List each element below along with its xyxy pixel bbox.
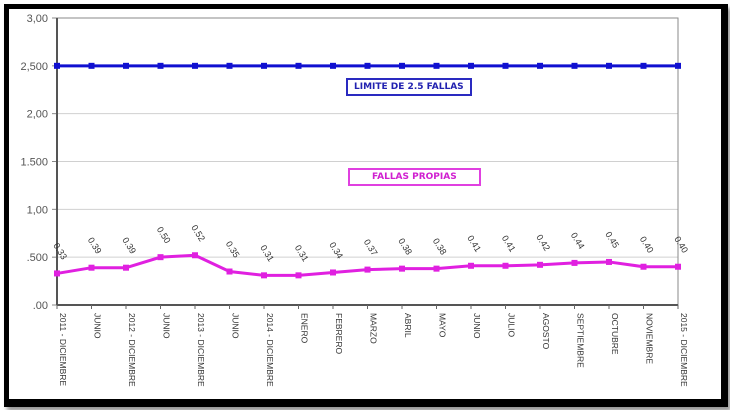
y-tick-label: 3,00 [27,13,48,25]
legend-limite-label: LIMITE DE 2.5 FALLAS [354,82,464,92]
y-tick-label: 2,00 [27,109,48,121]
data-point-marker [606,62,612,69]
x-tick-label: JULIO [507,313,517,337]
data-point-marker [675,62,681,69]
data-point-marker [261,62,267,69]
data-label: 0.39 [86,235,104,255]
y-tick-label: .500 [27,252,48,264]
data-point-marker [295,62,302,69]
x-tick-label: MARZO [369,313,379,344]
data-point-marker [88,62,95,69]
legend-fallas-propias: FALLAS PROPIAS [348,168,481,186]
data-point-marker [433,62,440,69]
x-tick-label: OCTUBRE [610,313,620,355]
data-point-marker [364,266,371,273]
data-point-marker [640,62,647,69]
data-point-marker [123,62,129,69]
data-label: 0.50 [155,225,173,245]
data-label: 0.31 [258,243,276,263]
x-tick-label: 2011 - DICIEMBRE [58,313,68,386]
data-label: 0.45 [603,230,621,250]
data-point-marker [571,259,578,266]
x-tick-label: JUNIO [472,313,482,339]
data-point-marker [261,272,267,279]
data-point-marker [399,265,405,272]
x-tick-label: JUNIO [93,313,103,339]
data-label: 0.41 [465,234,483,254]
data-point-marker [330,269,336,276]
data-label: 0.37 [362,237,380,257]
data-point-marker [502,62,509,69]
x-tick-label: JUNIO [231,313,241,339]
y-tick-label: .00 [33,300,48,312]
series-limite [54,62,681,69]
data-label: 0.38 [396,236,414,256]
data-label: 0.40 [672,234,690,254]
x-tick-label: MAYO [438,313,448,338]
data-point-marker [192,252,198,259]
x-tick-label: ENERO [300,313,310,344]
data-point-marker [537,62,543,69]
x-tick-label: NOVIEMBRE [645,313,655,364]
chart-frame [4,4,728,407]
x-tick-label: 2013 - DICIEMBRE [196,313,206,387]
data-point-marker [364,62,371,69]
data-label: 0.39 [120,235,138,255]
legend-limite: LIMITE DE 2.5 FALLAS [346,78,472,96]
y-tick-label: 1,00 [27,204,48,216]
y-tick-label: 2,500 [20,61,48,73]
data-point-marker [468,62,474,69]
legend-fallas-propias-label: FALLAS PROPIAS [372,172,457,182]
data-point-marker [54,270,60,277]
x-tick-label: JUNIO [162,313,172,339]
data-label: 0.33 [51,241,69,261]
data-point-marker [54,62,60,69]
data-point-marker [226,268,233,275]
x-tick-label: SEPTIEMBRE [576,313,586,368]
x-axis: 2011 - DICIEMBRE JUNIO 2012 - DICIEMBRE JUN… [56,304,689,387]
data-point-marker [330,62,336,69]
data-label: 0.42 [534,233,552,253]
data-point-marker [433,265,440,272]
data-point-marker [640,263,647,270]
data-label: 0.41 [500,234,518,254]
data-point-marker [157,62,164,69]
data-point-marker [226,62,233,69]
data-point-marker [468,262,474,269]
data-point-marker [295,272,302,279]
data-point-marker [571,62,578,69]
data-point-marker [675,263,681,270]
x-tick-label: 2014 - DICIEMBRE [265,313,275,387]
data-point-marker [606,258,612,265]
x-tick-label: AGOSTO [541,313,551,350]
data-label: 0.31 [293,243,311,263]
data-label: 0.52 [189,223,207,243]
data-label: 0.38 [431,236,449,256]
data-point-marker [399,62,405,69]
x-tick-label: 2012 - DICIEMBRE [127,313,137,387]
data-label: 0.40 [638,234,656,254]
data-label: 0.35 [224,239,242,259]
y-tick-label: 1.500 [20,157,48,169]
data-point-marker [157,254,164,261]
x-tick-label: ABRIL [403,313,413,338]
data-point-marker [88,264,95,271]
series-fallas-propias: 0.33 0.39 0.390.50 0.520.35 0.31 0.31 0.34 0.37… [51,223,690,279]
data-point-marker [537,261,543,268]
data-point-marker [123,264,129,271]
data-label: 0.44 [569,231,587,251]
data-point-marker [192,62,198,69]
data-point-marker [502,262,509,269]
x-tick-label: 2015 - DICIEMBRE [679,313,689,387]
x-tick-label: FEBRERO [334,313,344,354]
